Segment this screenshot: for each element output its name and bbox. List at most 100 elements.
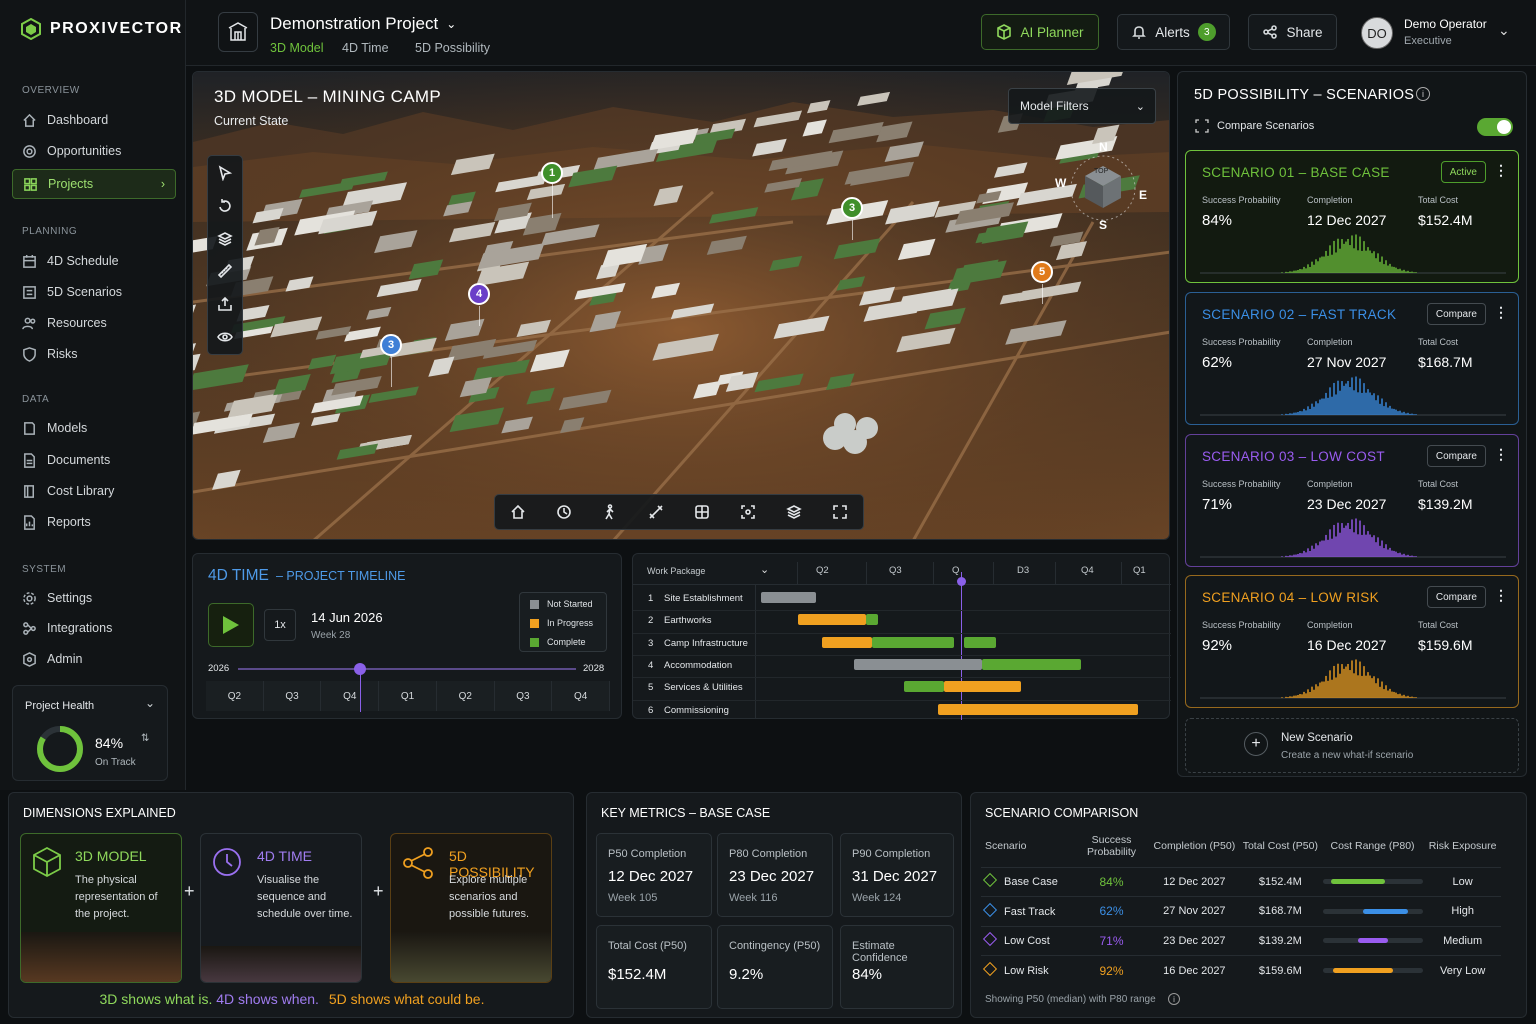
gantt-bar[interactable] [761,592,816,603]
compare-button[interactable]: Compare [1426,586,1486,608]
sidebar-item-settings[interactable]: Settings [12,583,176,613]
gantt-bar[interactable] [854,658,982,670]
model-filters-dropdown[interactable]: Model Filters ⌄ [1008,88,1156,124]
history-icon[interactable] [541,495,587,529]
dimension-card-3d[interactable]: 3D MODEL The physical representation of … [20,833,182,983]
sidebar-item-documents[interactable]: Documents [12,445,176,475]
sidebar-item-reports[interactable]: Reports [12,507,176,537]
speed-button[interactable]: 1x [264,609,296,641]
chevron-down-icon[interactable]: ⌄ [144,696,155,710]
dimension-card-4d[interactable]: 4D TIME Visualise the sequence and sched… [200,833,362,983]
compare-button[interactable]: Compare [1426,445,1486,467]
tab-4d-time[interactable]: 4D Time [342,41,389,55]
gantt-row-name[interactable]: Commissioning [664,704,729,716]
active-badge[interactable]: Active [1440,161,1486,183]
measure-tool-icon[interactable] [208,256,242,286]
view-cube[interactable]: N S E W TOP [1055,140,1151,232]
gantt-bar[interactable] [822,636,872,648]
map-pin[interactable]: 4 [468,283,490,305]
table-row[interactable]: Low Risk 92% 16 Dec 2027 $159.6M Very Low [981,955,1501,985]
gantt-bar[interactable] [872,636,954,648]
section-cut-icon[interactable] [633,495,679,529]
calendar-icon [23,254,36,268]
gantt-row-name[interactable]: Services & Utilities [664,682,743,694]
avatar[interactable]: DO [1361,17,1393,49]
orbit-tool-icon[interactable] [208,191,242,221]
gantt-bar[interactable] [866,614,878,626]
gantt-row-name[interactable]: Earthworks [664,615,712,627]
walk-icon[interactable] [587,495,633,529]
quarter-cell[interactable]: Q1 [379,681,437,711]
alerts-button[interactable]: Alerts 3 [1117,14,1230,50]
map-pin[interactable]: 3 [841,197,863,219]
gantt-bar[interactable] [938,703,1138,715]
sidebar-item-admin[interactable]: Admin [12,644,176,674]
table-row[interactable]: Low Cost 71% 23 Dec 2027 $139.2M Medium [981,925,1501,956]
export-tool-icon[interactable] [208,289,242,319]
sidebar-item-integrations[interactable]: Integrations [12,613,176,643]
more-options-icon[interactable]: ⋮ [1494,446,1508,462]
layers-tool-icon[interactable] [208,224,242,254]
scenario-card[interactable]: SCENARIO 03 – LOW COST Compare ⋮ Success Pr… [1185,434,1519,567]
compare-toggle[interactable] [1477,118,1513,136]
timeline-slider[interactable] [238,663,576,675]
grid-view-icon[interactable] [679,495,725,529]
play-button[interactable] [208,603,254,647]
quarter-cell[interactable]: Q3 [264,681,322,711]
quarter-cell[interactable]: Q2 [437,681,495,711]
sidebar-item-5d-scenarios[interactable]: 5D Scenarios [12,277,176,307]
table-row[interactable]: Base Case 84% 12 Dec 2027 $152.4M Low [981,866,1501,897]
fullscreen-icon[interactable] [817,495,863,529]
dimension-card-5d[interactable]: 5D POSSIBILITY Explore multiple scenario… [390,833,552,983]
project-selector[interactable]: Demonstration Project ⌄ [270,14,456,34]
sidebar-item-models[interactable]: Models [12,413,176,443]
sidebar-item-cost-library[interactable]: Cost Library [12,476,176,506]
sidebar-item-projects[interactable]: Projects › [12,169,176,199]
gantt-bar[interactable] [798,614,866,626]
visibility-tool-icon[interactable] [208,322,242,352]
more-options-icon[interactable]: ⋮ [1494,162,1508,178]
compare-button[interactable]: Compare [1426,303,1486,325]
layers-icon[interactable] [771,495,817,529]
more-options-icon[interactable]: ⋮ [1494,587,1508,603]
more-options-icon[interactable]: ⋮ [1494,304,1508,320]
sidebar-item-4d-schedule[interactable]: 4D Schedule [12,246,176,276]
new-scenario-button[interactable]: + New Scenario Create a new what-if scen… [1185,718,1519,773]
focus-icon[interactable] [725,495,771,529]
gantt-row-name[interactable]: Accommodation [664,659,733,671]
info-icon[interactable]: i [1168,993,1180,1005]
tab-5d-possibility[interactable]: 5D Possibility [415,41,491,55]
map-pin[interactable]: 3 [380,334,402,356]
tab-3d-model[interactable]: 3D Model [270,41,324,55]
sidebar-item-dashboard[interactable]: Dashboard [12,105,176,135]
share-button[interactable]: Share [1248,14,1337,50]
ai-planner-button[interactable]: AI Planner [981,14,1099,50]
select-tool-icon[interactable] [208,158,242,188]
scenario-card[interactable]: SCENARIO 04 – LOW RISK Compare ⋮ Success Pr… [1185,575,1519,708]
map-pin[interactable]: 1 [541,162,563,184]
gantt-row-name[interactable]: Site Establishment [664,593,743,604]
chevron-down-icon[interactable]: ⌄ [760,564,770,576]
home-view-icon[interactable] [495,495,541,529]
gantt-bar[interactable] [964,636,996,648]
sidebar-item-opportunities[interactable]: Opportunities [12,136,176,166]
sidebar-item-risks[interactable]: Risks [12,339,176,369]
scenario-card[interactable]: SCENARIO 02 – FAST TRACK Compare ⋮ Success … [1185,292,1519,425]
gantt-bar[interactable] [944,681,1021,693]
camp-building [595,261,621,280]
quarter-cell[interactable]: Q3 [495,681,553,711]
map-pin[interactable]: 5 [1031,261,1053,283]
gantt-bar[interactable] [904,681,944,693]
scenario-card[interactable]: SCENARIO 01 – BASE CASE Active ⋮ Success Pr… [1185,150,1519,283]
model-viewport[interactable]: 3D MODEL – MINING CAMP Current State Mod… [192,71,1170,540]
sidebar-item-resources[interactable]: Resources [12,308,176,338]
gantt-bar[interactable] [982,658,1081,670]
gantt-row-name[interactable]: Camp Infrastructure [664,637,748,649]
chevron-down-icon[interactable]: ⌄ [1498,22,1510,38]
table-row[interactable]: Fast Track 62% 27 Nov 2027 $168.7M High [981,896,1501,926]
info-icon[interactable]: i [1416,87,1430,101]
quarter-cell[interactable]: Q2 [206,681,264,711]
project-health-card[interactable]: Project Health ⌄ 84% On Track ⇅ [12,685,168,781]
quarter-cell[interactable]: Q4 [321,681,380,711]
quarter-cell[interactable]: Q4 [552,681,611,711]
